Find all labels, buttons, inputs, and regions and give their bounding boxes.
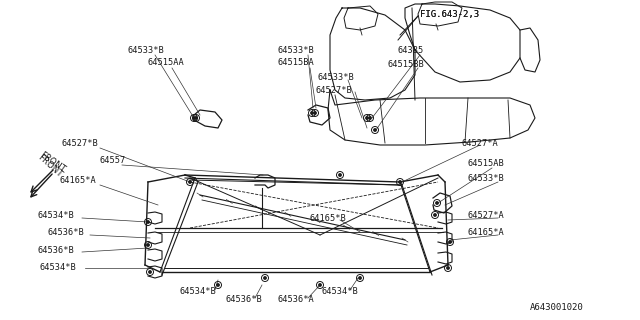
Text: A643001020: A643001020: [530, 303, 584, 313]
Text: 64534*B: 64534*B: [40, 263, 77, 273]
Text: FIG.643-2,3: FIG.643-2,3: [420, 10, 479, 19]
Text: 64536*B: 64536*B: [48, 228, 84, 236]
Circle shape: [399, 181, 401, 183]
Text: 64385: 64385: [398, 45, 424, 54]
Text: 64527*B: 64527*B: [62, 139, 99, 148]
Text: 64515AA: 64515AA: [148, 58, 185, 67]
Circle shape: [369, 117, 371, 119]
Circle shape: [319, 284, 321, 286]
Circle shape: [436, 202, 438, 204]
Circle shape: [447, 267, 449, 269]
Circle shape: [366, 117, 368, 119]
Text: 64527*A: 64527*A: [462, 139, 499, 148]
Circle shape: [359, 277, 361, 279]
Circle shape: [217, 284, 219, 286]
Text: 64534*B: 64534*B: [322, 287, 359, 297]
Text: FRONT: FRONT: [38, 150, 67, 174]
Text: FRONT: FRONT: [36, 153, 64, 179]
Circle shape: [339, 174, 341, 176]
Text: 64165*A: 64165*A: [468, 228, 505, 236]
Text: 64533*B: 64533*B: [278, 45, 315, 54]
Circle shape: [314, 112, 316, 114]
Circle shape: [264, 277, 266, 279]
Text: FIG.643-2,3: FIG.643-2,3: [420, 10, 479, 19]
Circle shape: [149, 271, 151, 273]
Circle shape: [193, 117, 195, 119]
Circle shape: [195, 117, 197, 119]
Text: 64536*B: 64536*B: [38, 245, 75, 254]
Circle shape: [189, 181, 191, 183]
Text: 64165*A: 64165*A: [60, 175, 97, 185]
Text: 64533*B: 64533*B: [468, 173, 505, 182]
Text: 64533*B: 64533*B: [128, 45, 164, 54]
Text: 64515BB: 64515BB: [388, 60, 425, 68]
Circle shape: [434, 214, 436, 216]
Circle shape: [311, 112, 313, 114]
Text: 64536*B: 64536*B: [225, 295, 262, 305]
Text: 64165*B: 64165*B: [310, 213, 347, 222]
Circle shape: [147, 221, 149, 223]
Circle shape: [147, 244, 149, 246]
Text: 64527*A: 64527*A: [468, 211, 505, 220]
Text: 64534*B: 64534*B: [180, 287, 217, 297]
Text: 64557: 64557: [100, 156, 126, 164]
Circle shape: [374, 129, 376, 131]
Circle shape: [449, 241, 451, 243]
Text: 64515AB: 64515AB: [468, 158, 505, 167]
Text: 64515BA: 64515BA: [278, 58, 315, 67]
Text: 64533*B: 64533*B: [318, 73, 355, 82]
Text: 64527*B: 64527*B: [316, 85, 353, 94]
Text: 64536*A: 64536*A: [278, 295, 315, 305]
Text: 64534*B: 64534*B: [38, 211, 75, 220]
